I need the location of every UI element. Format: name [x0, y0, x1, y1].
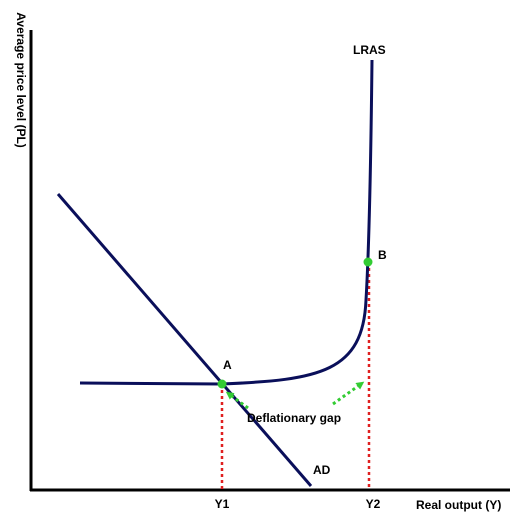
gap-label: Deflationary gap [247, 411, 341, 425]
lras-label: LRAS [353, 43, 386, 57]
gap-arrow-right [332, 381, 365, 406]
y2-label: Y2 [366, 497, 381, 511]
y1-label: Y1 [215, 497, 230, 511]
x-axis-label: Real output (Y) [416, 498, 501, 512]
gap-arrow-left [225, 391, 249, 410]
point-b-marker [363, 257, 373, 267]
point-a-label: A [223, 358, 232, 372]
point-b-label: B [378, 248, 387, 262]
ad-label: AD [313, 463, 331, 477]
point-a-marker [217, 379, 227, 389]
ad-curve [56, 193, 313, 487]
lras-curve [79, 59, 374, 386]
y-axis-label: Average price level (PL) [14, 12, 28, 148]
